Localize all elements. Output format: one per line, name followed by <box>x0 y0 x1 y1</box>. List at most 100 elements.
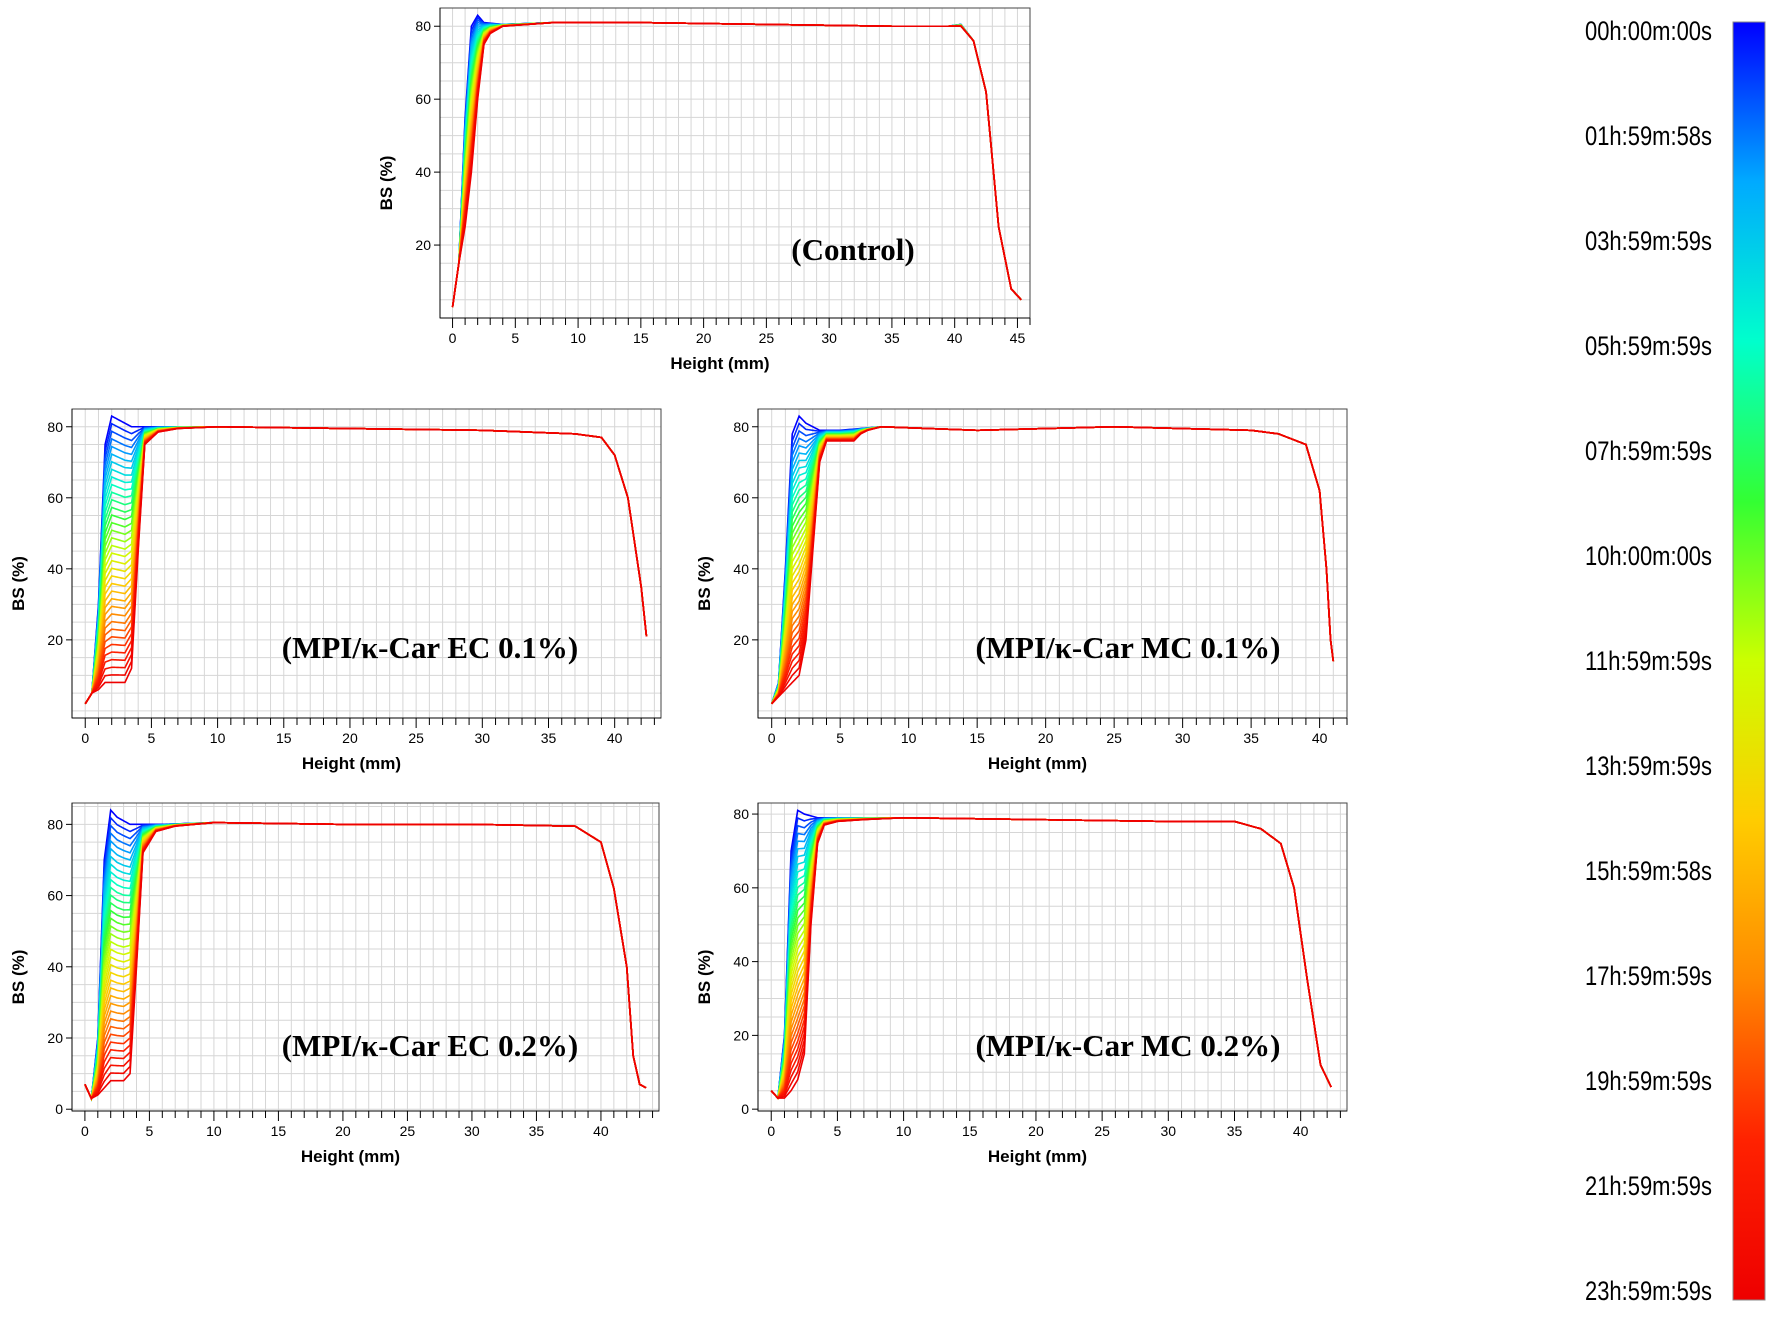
x-axis-label: Height (mm) <box>670 354 769 373</box>
y-tick-label: 20 <box>733 632 749 648</box>
x-tick-label: 30 <box>821 330 837 346</box>
panel-title: (MPI/κ-Car MC 0.2%) <box>975 1028 1280 1063</box>
x-tick-label: 10 <box>896 1123 912 1139</box>
colorbar-gradient <box>1732 21 1766 1301</box>
x-tick-label: 15 <box>271 1123 287 1139</box>
x-tick-label: 5 <box>148 730 156 746</box>
y-axis: 0 20 40 60 80 <box>47 803 73 1117</box>
scan-curves <box>84 808 647 1102</box>
y-axis: 20 40 60 80 <box>47 409 73 718</box>
x-tick-label: 10 <box>210 730 226 746</box>
x-tick-label: 30 <box>475 730 491 746</box>
scan-curve <box>771 425 1335 705</box>
colorbar-label: 21h:59m:59s <box>1585 1171 1712 1201</box>
y-tick-label: 60 <box>733 880 749 896</box>
y-tick-label: 20 <box>47 1030 63 1046</box>
x-tick-label: 20 <box>1028 1123 1044 1139</box>
x-axis: 0 5 10 15 20 25 30 35 40 45 <box>440 317 1031 346</box>
y-tick-label: 40 <box>47 561 63 577</box>
x-axis-label: Height (mm) <box>988 754 1087 773</box>
y-tick-label: 80 <box>47 419 63 435</box>
colorbar-label: 17h:59m:59s <box>1585 961 1712 991</box>
x-tick-label: 30 <box>1175 730 1191 746</box>
x-axis: 0 5 10 15 20 25 30 35 40 <box>758 717 1348 746</box>
y-tick-label: 80 <box>733 419 749 435</box>
x-tick-label: 20 <box>1038 730 1054 746</box>
y-tick-label: 0 <box>55 1101 63 1117</box>
x-tick-label: 25 <box>1094 1123 1110 1139</box>
x-tick-label: 5 <box>836 730 844 746</box>
grid <box>757 803 1347 1111</box>
y-tick-label: 20 <box>415 237 431 253</box>
x-tick-label: 25 <box>759 330 775 346</box>
x-axis-label: Height (mm) <box>302 754 401 773</box>
x-tick-label: 0 <box>767 1123 775 1139</box>
x-tick-label: 35 <box>1227 1123 1243 1139</box>
x-tick-label: 20 <box>342 730 358 746</box>
x-tick-label: 40 <box>593 1123 609 1139</box>
x-tick-label: 40 <box>947 330 963 346</box>
y-axis-label: BS (%) <box>9 950 28 1005</box>
scan-curve <box>84 425 648 705</box>
colorbar-label: 15h:59m:58s <box>1585 856 1712 886</box>
y-tick-label: 60 <box>733 490 749 506</box>
colorbar-label: 00h:00m:00s <box>1585 16 1712 46</box>
y-tick-label: 20 <box>733 1027 749 1043</box>
x-tick-label: 5 <box>834 1123 842 1139</box>
y-tick-label: 80 <box>47 816 63 832</box>
scan-curves <box>770 414 1335 705</box>
x-tick-label: 35 <box>529 1123 545 1139</box>
plot-area <box>758 409 1347 718</box>
y-axis: 0 20 40 60 80 <box>733 803 759 1117</box>
y-axis-label: BS (%) <box>9 556 28 611</box>
x-tick-label: 0 <box>449 330 457 346</box>
x-tick-label: 20 <box>335 1123 351 1139</box>
scan-curve <box>451 21 1022 308</box>
x-tick-label: 15 <box>962 1123 978 1139</box>
x-tick-label: 40 <box>1312 730 1328 746</box>
plot-ec02: 0 5 10 15 20 25 30 35 40 0 20 40 60 80 Height (mm) BS (… <box>9 802 660 1166</box>
colorbar-label: 03h:59m:59s <box>1585 226 1712 256</box>
y-tick-label: 40 <box>733 954 749 970</box>
x-axis-label: Height (mm) <box>301 1147 400 1166</box>
x-tick-label: 45 <box>1010 330 1026 346</box>
x-tick-label: 0 <box>768 730 776 746</box>
x-tick-label: 0 <box>81 730 89 746</box>
scan-curve <box>84 821 647 1100</box>
plot-mc01: 0 5 10 15 20 25 30 35 40 20 40 60 80 Height (mm) BS (%… <box>695 408 1348 773</box>
x-tick-label: 35 <box>541 730 557 746</box>
y-tick-label: 60 <box>47 888 63 904</box>
y-axis-label: BS (%) <box>695 950 714 1005</box>
y-axis: 20 40 60 80 <box>733 409 759 718</box>
colorbar-label: 01h:59m:58s <box>1585 121 1712 151</box>
colorbar-label: 13h:59m:59s <box>1585 751 1712 781</box>
x-axis: 0 5 10 15 20 25 30 35 40 <box>72 717 661 746</box>
grid <box>71 803 659 1111</box>
x-tick-label: 5 <box>511 330 519 346</box>
x-tick-label: 20 <box>696 330 712 346</box>
plot-control: 0 5 10 15 20 25 30 35 40 45 20 40 60 80 Height (mm) BS … <box>377 7 1031 373</box>
x-tick-label: 10 <box>570 330 586 346</box>
panel-title: (MPI/κ-Car EC 0.1%) <box>282 630 578 665</box>
scan-curve <box>770 816 1332 1099</box>
plot-area <box>440 8 1030 318</box>
grid <box>439 7 1031 319</box>
x-tick-label: 40 <box>607 730 623 746</box>
x-axis: 0 5 10 15 20 25 30 35 40 <box>72 1110 659 1139</box>
x-tick-label: 10 <box>901 730 917 746</box>
plot-mc02: 0 5 10 15 20 25 30 35 40 0 20 40 60 80 Height (mm) BS (… <box>695 802 1348 1166</box>
colorbar-label: 10h:00m:00s <box>1585 541 1712 571</box>
colorbar-label: 07h:59m:59s <box>1585 436 1712 466</box>
x-tick-label: 0 <box>81 1123 89 1139</box>
x-axis: 0 5 10 15 20 25 30 35 40 <box>758 1110 1347 1139</box>
x-tick-label: 40 <box>1293 1123 1309 1139</box>
x-tick-label: 25 <box>1106 730 1122 746</box>
plot-area <box>72 803 659 1111</box>
panel-title: (MPI/κ-Car EC 0.2%) <box>282 1028 578 1063</box>
y-tick-label: 20 <box>47 632 63 648</box>
y-tick-label: 60 <box>415 91 431 107</box>
y-tick-label: 60 <box>47 490 63 506</box>
y-axis-label: BS (%) <box>695 556 714 611</box>
x-tick-label: 15 <box>969 730 985 746</box>
plot-area <box>758 803 1347 1111</box>
